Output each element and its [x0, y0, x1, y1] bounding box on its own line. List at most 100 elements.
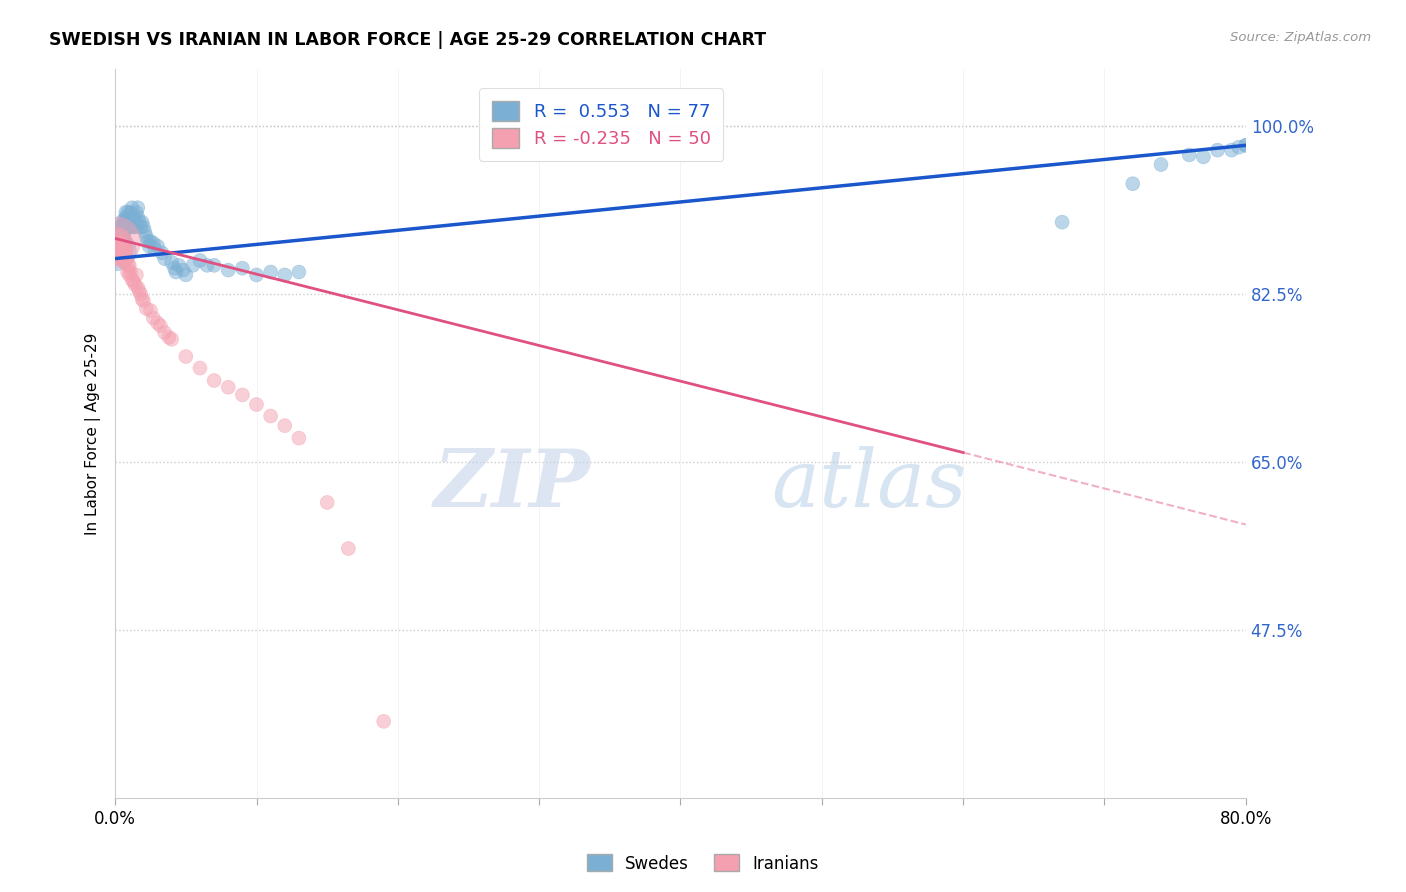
Point — [139, 303, 162, 318]
Point — [139, 235, 162, 249]
Point — [127, 211, 149, 225]
Legend: Swedes, Iranians: Swedes, Iranians — [581, 847, 825, 880]
Legend: R =  0.553   N = 77, R = -0.235   N = 50: R = 0.553 N = 77, R = -0.235 N = 50 — [479, 88, 723, 161]
Point — [120, 215, 142, 229]
Text: Source: ZipAtlas.com: Source: ZipAtlas.com — [1230, 31, 1371, 45]
Point — [134, 225, 156, 239]
Point — [111, 225, 134, 239]
Point — [105, 239, 128, 253]
Point — [1192, 150, 1215, 164]
Point — [108, 235, 131, 249]
Point — [107, 238, 129, 252]
Point — [121, 201, 143, 215]
Point — [172, 263, 194, 277]
Point — [121, 219, 143, 234]
Point — [1206, 143, 1229, 157]
Point — [111, 219, 134, 234]
Point — [114, 253, 136, 268]
Point — [217, 380, 239, 394]
Point — [110, 229, 132, 244]
Point — [121, 273, 143, 287]
Point — [1178, 148, 1201, 162]
Text: SWEDISH VS IRANIAN IN LABOR FORCE | AGE 25-29 CORRELATION CHART: SWEDISH VS IRANIAN IN LABOR FORCE | AGE … — [49, 31, 766, 49]
Point — [111, 229, 134, 244]
Point — [129, 219, 152, 234]
Point — [110, 235, 132, 249]
Point — [118, 258, 141, 272]
Point — [1234, 138, 1257, 153]
Point — [1227, 140, 1250, 154]
Point — [117, 258, 139, 272]
Point — [188, 253, 211, 268]
Point — [188, 361, 211, 376]
Point — [138, 239, 160, 253]
Point — [142, 311, 165, 326]
Point — [120, 205, 142, 219]
Point — [274, 418, 297, 433]
Point — [231, 388, 253, 402]
Point — [136, 235, 159, 249]
Point — [107, 235, 129, 249]
Point — [153, 252, 176, 266]
Point — [132, 293, 155, 308]
Point — [1234, 138, 1257, 153]
Point — [112, 219, 135, 234]
Point — [110, 249, 132, 263]
Point — [149, 318, 172, 333]
Point — [174, 350, 197, 364]
Point — [153, 326, 176, 340]
Point — [131, 215, 153, 229]
Point — [111, 239, 134, 253]
Point — [146, 316, 169, 330]
Point — [115, 211, 138, 225]
Point — [146, 239, 169, 253]
Point — [122, 275, 145, 289]
Point — [1256, 130, 1278, 145]
Point — [128, 285, 150, 299]
Point — [105, 235, 128, 249]
Y-axis label: In Labor Force | Age 25-29: In Labor Force | Age 25-29 — [86, 332, 101, 534]
Point — [157, 330, 180, 344]
Point — [127, 201, 149, 215]
Point — [114, 244, 136, 258]
Point — [105, 244, 128, 258]
Point — [132, 219, 155, 234]
Point — [373, 714, 395, 729]
Point — [316, 495, 339, 509]
Point — [1220, 143, 1243, 157]
Point — [107, 232, 129, 246]
Point — [259, 409, 281, 423]
Point — [118, 268, 141, 282]
Point — [131, 292, 153, 306]
Point — [135, 229, 157, 244]
Point — [112, 252, 135, 266]
Point — [163, 261, 186, 276]
Point — [108, 244, 131, 258]
Point — [259, 265, 281, 279]
Point — [1150, 157, 1173, 171]
Point — [114, 215, 136, 229]
Point — [1050, 215, 1073, 229]
Point — [117, 205, 139, 219]
Point — [167, 258, 190, 272]
Point — [115, 252, 138, 266]
Point — [108, 239, 131, 253]
Point — [142, 236, 165, 251]
Point — [127, 280, 149, 294]
Point — [135, 301, 157, 316]
Point — [288, 265, 311, 279]
Point — [202, 374, 225, 388]
Point — [107, 244, 129, 258]
Point — [118, 219, 141, 234]
Point — [120, 265, 142, 279]
Point — [160, 255, 183, 269]
Point — [231, 261, 253, 276]
Point — [112, 215, 135, 229]
Point — [129, 287, 152, 301]
Point — [337, 541, 360, 556]
Point — [122, 211, 145, 225]
Point — [114, 219, 136, 234]
Point — [124, 215, 146, 229]
Point — [202, 258, 225, 272]
Point — [125, 268, 148, 282]
